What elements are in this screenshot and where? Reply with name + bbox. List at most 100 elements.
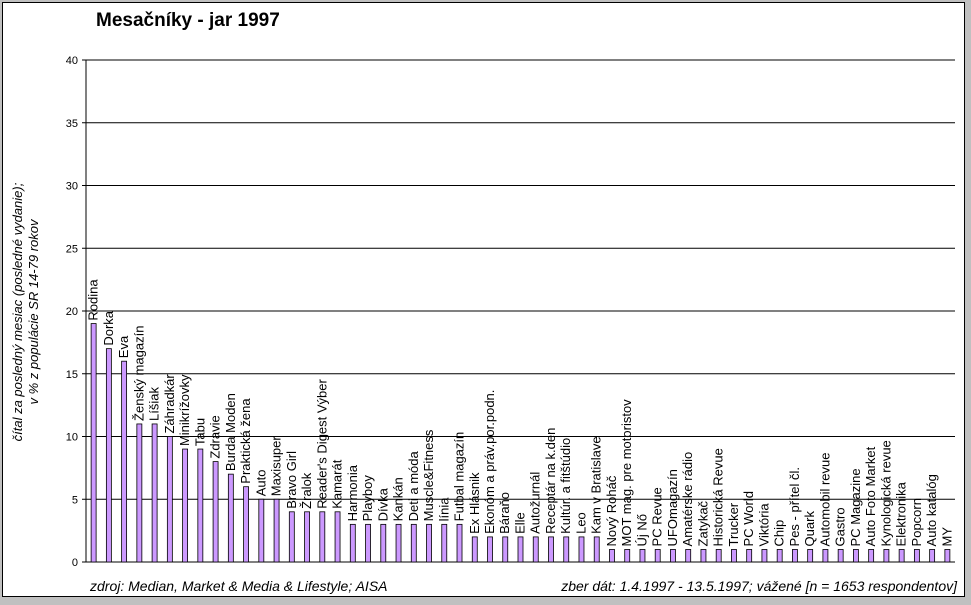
category-label: Rodina — [86, 279, 101, 321]
bar — [471, 536, 478, 563]
bar — [883, 549, 890, 563]
bar — [334, 511, 341, 563]
y-tick-label: 20 — [66, 306, 78, 318]
category-label: Playboy — [360, 475, 375, 522]
bar — [136, 423, 143, 563]
category-label: Új Nő — [634, 514, 649, 547]
bar — [182, 448, 188, 563]
bar — [807, 549, 814, 563]
category-label: Bravo Girl — [284, 451, 299, 509]
category-label: Quark — [802, 511, 817, 547]
bar — [639, 549, 646, 563]
bar — [548, 536, 554, 563]
category-label: Reader's Digest Výber — [314, 378, 329, 508]
bar — [624, 549, 631, 563]
category-label: Dívka — [375, 487, 390, 521]
bar — [441, 523, 448, 563]
bar — [121, 360, 128, 563]
bar — [670, 549, 676, 563]
bar — [105, 348, 112, 563]
chart-title: Mesačníky - jar 1997 — [96, 10, 280, 31]
category-label: Elektronika — [894, 481, 909, 546]
bar — [913, 549, 920, 563]
bar — [227, 473, 234, 563]
bar — [426, 523, 432, 563]
category-label: Minikrížovky — [177, 374, 192, 446]
category-label: Líšiak — [147, 386, 162, 420]
category-label: Zatykač — [695, 500, 710, 546]
category-label: Historická Revue — [711, 448, 726, 546]
bar — [395, 523, 402, 563]
category-label: Maxisuper — [269, 436, 284, 497]
category-label: Harmonia — [345, 464, 360, 521]
category-label: Elle — [513, 512, 528, 534]
bar — [868, 549, 875, 563]
category-label: Praktická žena — [238, 398, 253, 484]
category-label: Amatérske rádio — [680, 452, 695, 547]
category-label: Trucker — [726, 502, 741, 546]
bar — [593, 536, 600, 563]
bar — [731, 549, 737, 563]
bar — [761, 549, 768, 563]
bar — [898, 549, 905, 563]
bar — [212, 461, 219, 563]
category-label: Viktória — [756, 503, 771, 547]
bar — [410, 523, 417, 563]
category-label: Kamarát — [330, 459, 345, 509]
y-tick-label: 40 — [66, 55, 78, 67]
category-label: Eva — [116, 335, 131, 358]
category-label: Báraňo — [497, 492, 512, 534]
bar — [776, 549, 783, 563]
category-label: Auto katalóg — [924, 474, 939, 546]
bar — [273, 498, 280, 563]
category-label: Nový Roháč — [604, 475, 619, 546]
bar — [517, 536, 524, 563]
category-label: Zdravie — [208, 415, 223, 458]
category-label: Tabu — [192, 418, 207, 446]
bar — [746, 549, 753, 563]
collection-note: zber dát: 1.4.1997 - 13.5.1997; vážené [… — [561, 578, 957, 594]
category-label: línia — [436, 497, 451, 522]
y-tick-label: 15 — [66, 369, 78, 381]
bar — [853, 549, 859, 563]
bar — [563, 536, 570, 563]
bar — [90, 323, 97, 563]
bar — [792, 549, 798, 563]
category-label: Deti a móda — [406, 450, 421, 521]
y-tick-label: 10 — [66, 432, 78, 444]
category-label: Auto — [253, 470, 268, 497]
bar — [166, 436, 173, 563]
bar — [532, 536, 539, 563]
category-label: Pes - přítel čl. — [787, 467, 802, 546]
y-tick-label: 25 — [66, 243, 78, 255]
bar — [837, 549, 844, 563]
category-label: MY — [939, 527, 954, 547]
category-label: Burda Moden — [223, 393, 238, 471]
bar — [929, 549, 936, 563]
y-tick-label: 30 — [66, 181, 78, 193]
category-label: Ekonóm a práv.por.podn. — [482, 390, 497, 534]
bar — [944, 549, 951, 563]
bar — [654, 549, 661, 563]
category-label: Dorka — [101, 310, 116, 345]
bar — [822, 549, 829, 563]
category-label: Chip — [772, 520, 787, 547]
bar — [502, 536, 509, 563]
y-tick-label: 0 — [72, 557, 78, 569]
category-label: Ženský magazín — [131, 326, 146, 421]
bar — [456, 523, 463, 563]
category-label: Kam v Bratislave — [589, 436, 604, 534]
bar — [700, 549, 707, 563]
category-label: Žralok — [299, 472, 314, 509]
category-label: Automobil revue — [817, 452, 832, 546]
bar — [258, 498, 265, 563]
bar — [349, 523, 356, 563]
category-label: Ex Hlásnik — [467, 472, 482, 534]
category-label: Auto Foto Market — [863, 446, 878, 546]
bar — [487, 536, 493, 563]
category-label: Receptár na k.den — [543, 428, 558, 534]
category-label: Autožurnál — [528, 472, 543, 534]
category-label: Muscle&Fitness — [421, 429, 436, 521]
bar — [319, 511, 326, 563]
bar — [715, 549, 722, 563]
